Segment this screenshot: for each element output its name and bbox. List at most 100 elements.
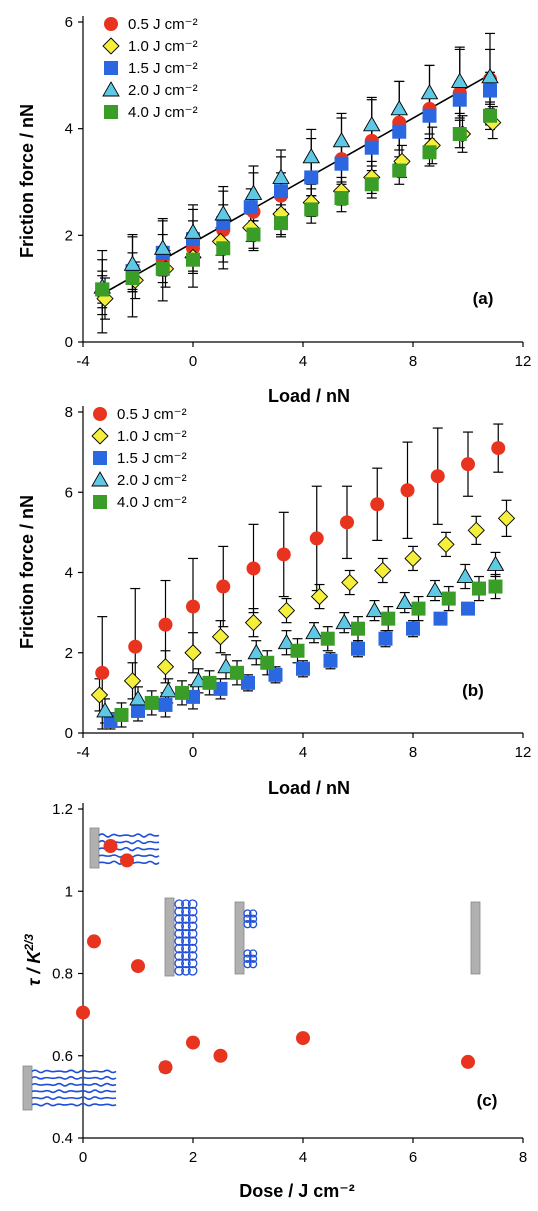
legend-marker-2: [104, 61, 118, 75]
data-point-s2: [268, 667, 283, 682]
data-point-s4: [125, 271, 140, 285]
data-point-s1: [437, 535, 455, 554]
data-point-s1: [277, 601, 296, 620]
data-point-s0: [95, 665, 110, 680]
data-point-s4: [290, 643, 305, 658]
inset-thin-top-coil: [243, 920, 252, 929]
data-point-s2: [186, 689, 200, 704]
data-point-s2: [433, 611, 448, 626]
x-tick-label: 6: [409, 1149, 417, 1166]
data-point-s4: [144, 695, 159, 710]
data-point-s3: [272, 168, 290, 184]
data-point-s2: [378, 631, 393, 646]
legend-marker-2: [93, 451, 107, 465]
inset-thick-coil: [181, 906, 191, 917]
inset-thick-coil: [174, 899, 185, 910]
data-point-s2: [274, 184, 288, 199]
inset-thick-coil: [174, 906, 185, 917]
data-point-s3: [365, 601, 384, 618]
inset-thick-coil: [187, 906, 198, 917]
data-point-s2: [131, 703, 145, 718]
data-point-s0: [309, 531, 324, 546]
inset-thick-coil: [181, 943, 191, 954]
legend-label-2: 1.5 J cm⁻²: [117, 450, 187, 467]
inset-long-chain: [31, 1069, 117, 1074]
y-tick-label: 4: [65, 565, 73, 582]
data-point-s1: [404, 549, 422, 568]
panel-label-c: (c): [477, 1091, 498, 1110]
y-axis-title-a: Friction force / nN: [17, 104, 37, 258]
data-point-s0: [131, 959, 145, 974]
data-point-s4: [274, 216, 288, 231]
x-tick-label: 8: [519, 1149, 527, 1166]
inset-thin-top-coil: [248, 909, 258, 918]
data-point-s0: [216, 579, 231, 594]
data-point-s4: [364, 177, 379, 192]
y-tick-label: 2: [65, 645, 73, 662]
data-point-s2: [461, 601, 475, 616]
legend-label-0: 0.5 J cm⁻²: [128, 16, 198, 33]
legend-label-3: 2.0 J cm⁻²: [128, 82, 198, 99]
data-point-s1: [123, 672, 142, 690]
legend-marker-1: [91, 427, 109, 445]
y-tick-label: 6: [65, 484, 73, 501]
data-point-s0: [158, 1060, 173, 1075]
panel-label-b: (b): [462, 681, 484, 700]
y-axis-title-c: τ / K2/3: [22, 934, 44, 986]
data-point-s4: [175, 685, 189, 700]
inset-thick-coil: [187, 936, 198, 947]
y-tick-label: 2: [65, 227, 73, 244]
data-point-s1: [341, 573, 359, 592]
y-tick-label: 0: [65, 334, 73, 351]
data-point-s2: [241, 675, 255, 690]
data-point-s2: [296, 661, 310, 676]
data-point-s2: [483, 83, 497, 98]
x-axis-title-a: Load / nN: [268, 386, 350, 406]
inset-thick-coil: [181, 958, 191, 969]
data-point-s3: [123, 255, 142, 271]
data-point-s0: [128, 639, 143, 654]
inset-substrate-bar: [22, 1065, 33, 1111]
data-point-s2: [364, 140, 379, 155]
x-tick-label: -4: [76, 353, 89, 370]
data-point-s3: [335, 613, 354, 630]
data-point-s0: [461, 1054, 475, 1069]
data-point-s4: [304, 202, 319, 217]
data-point-s4: [452, 127, 467, 141]
inset-thick-coil: [181, 921, 191, 932]
inset-thick-coil: [174, 914, 185, 924]
inset-thick-coil: [174, 928, 185, 939]
data-point-s4: [334, 191, 349, 205]
data-point-s4: [186, 252, 200, 267]
inset-thick-coil: [187, 921, 198, 932]
data-point-s2: [334, 156, 349, 171]
inset-thick-coil: [181, 914, 191, 924]
x-tick-label: 4: [299, 1149, 307, 1166]
data-point-s2: [103, 713, 118, 728]
inset-thick-coil: [187, 965, 198, 976]
inset-long-chain: [31, 1075, 117, 1080]
data-point-s0: [461, 457, 475, 472]
data-point-s4: [422, 145, 437, 160]
data-point-s0: [158, 617, 173, 632]
inset-substrate-bar: [89, 827, 100, 869]
y-tick-label: 0.4: [52, 1130, 73, 1147]
inset-thin-top-coil: [248, 914, 258, 923]
data-point-s0: [246, 561, 261, 576]
inset-extended-chain: [98, 833, 160, 838]
x-tick-label: 4: [299, 353, 307, 370]
y-tick-label: 0: [65, 725, 73, 742]
inset-substrate-bar: [234, 901, 245, 975]
data-point-s1: [184, 644, 202, 662]
data-point-s3: [302, 147, 321, 164]
y-tick-label: 1.2: [52, 801, 73, 818]
legend-label-1: 1.0 J cm⁻²: [128, 38, 198, 55]
data-point-s4: [216, 241, 231, 256]
data-point-s1: [90, 686, 109, 704]
inset-thick-coil: [181, 899, 191, 910]
legend-label-0: 0.5 J cm⁻²: [117, 406, 187, 423]
data-point-s0: [103, 839, 118, 854]
inset-thick-coil: [187, 943, 198, 954]
legend-marker-0: [93, 407, 107, 421]
